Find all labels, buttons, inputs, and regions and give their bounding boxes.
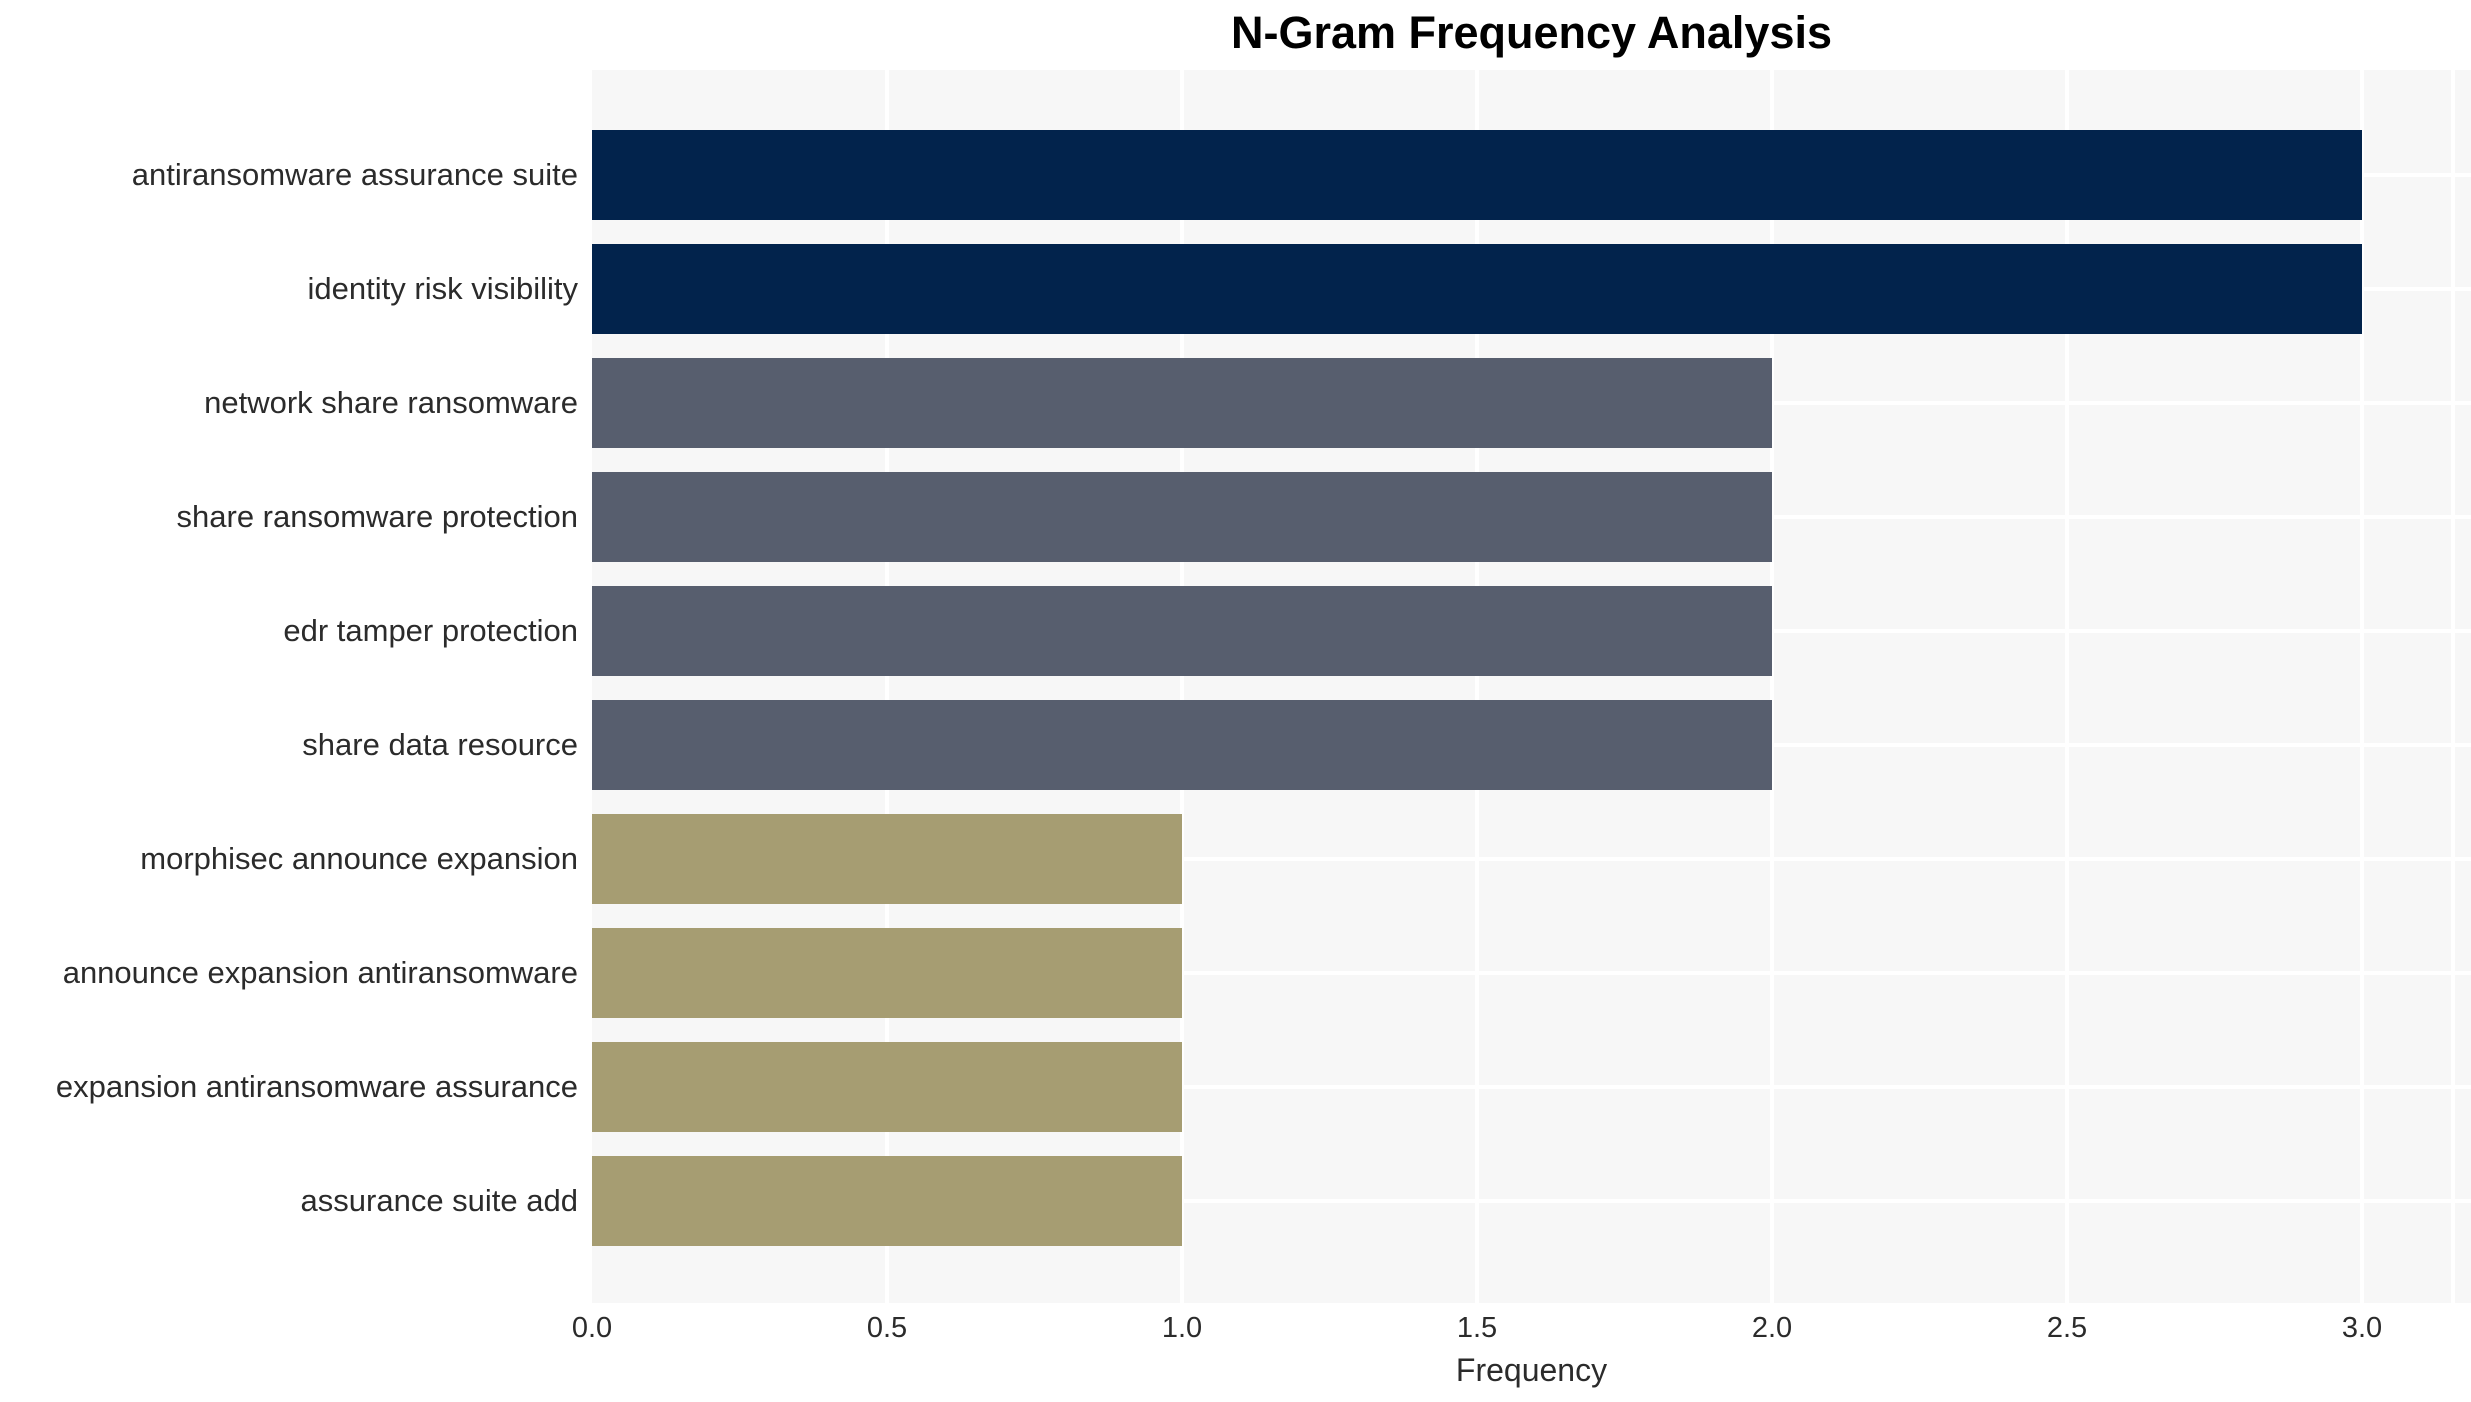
category-label: announce expansion antiransomware <box>62 955 578 990</box>
category-label: assurance suite add <box>300 1183 578 1218</box>
x-tick-label: 0.0 <box>571 1312 613 1344</box>
x-tick-label: 0.5 <box>866 1312 908 1344</box>
bar <box>592 814 1182 904</box>
bar <box>592 244 2362 334</box>
x-tick-label: 1.0 <box>1161 1312 1203 1344</box>
horizontal-gridline <box>592 857 2471 861</box>
x-axis-label: Frequency <box>1455 1352 1608 1388</box>
vertical-gridline <box>1475 70 1479 1303</box>
category-label: morphisec announce expansion <box>140 841 578 876</box>
horizontal-gridline <box>592 1085 2471 1089</box>
bar <box>592 358 1772 448</box>
bar <box>592 1156 1182 1246</box>
category-label: antiransomware assurance suite <box>131 157 578 192</box>
vertical-gridline <box>885 70 889 1303</box>
bar <box>592 1042 1182 1132</box>
x-tick-label: 3.0 <box>2341 1312 2383 1344</box>
chart-title: N-Gram Frequency Analysis <box>1230 7 1833 58</box>
bar <box>592 700 1772 790</box>
vertical-gridline <box>2451 70 2455 1303</box>
category-label: edr tamper protection <box>283 613 578 648</box>
category-label: network share ransomware <box>204 385 578 420</box>
bar <box>592 586 1772 676</box>
x-tick-label: 2.0 <box>1751 1312 1793 1344</box>
plot-panel <box>592 70 2471 1303</box>
vertical-gridline <box>2065 70 2069 1303</box>
vertical-gridline <box>2360 70 2364 1303</box>
x-tick-label: 1.5 <box>1456 1312 1498 1344</box>
vertical-gridline <box>1770 70 1774 1303</box>
category-label: expansion antiransomware assurance <box>55 1069 578 1104</box>
category-label: share ransomware protection <box>176 499 578 534</box>
horizontal-gridline <box>592 971 2471 975</box>
bar <box>592 472 1772 562</box>
category-label: identity risk visibility <box>307 271 578 306</box>
category-label: share data resource <box>302 727 578 762</box>
vertical-gridline <box>1180 70 1184 1303</box>
bar <box>592 130 2362 220</box>
bar <box>592 928 1182 1018</box>
horizontal-gridline <box>592 1199 2471 1203</box>
x-tick-label: 2.5 <box>2046 1312 2088 1344</box>
